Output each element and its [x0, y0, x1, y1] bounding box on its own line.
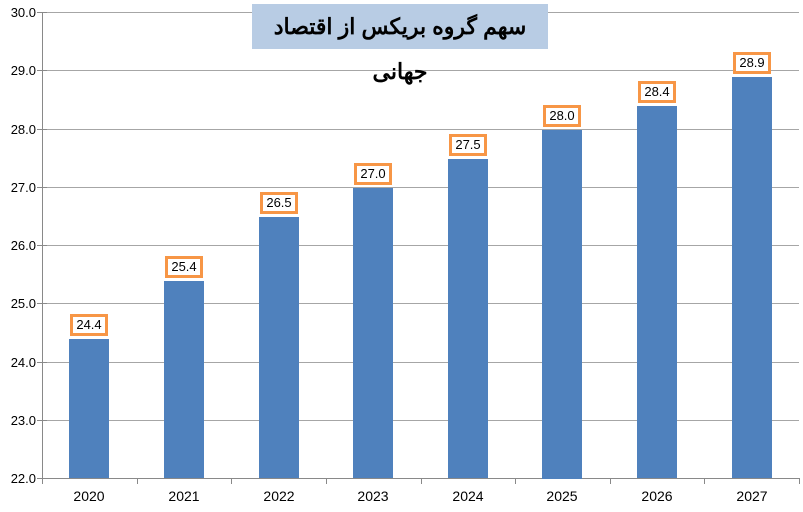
- gridline: [42, 70, 799, 72]
- x-axis-tick-mark: [421, 478, 422, 484]
- x-axis-tick-label: 2020: [73, 488, 105, 504]
- x-axis-tick-mark: [704, 478, 705, 484]
- data-label-2024: 27.5: [449, 134, 487, 156]
- data-label-2022: 26.5: [260, 192, 298, 214]
- x-axis-tick-mark: [231, 478, 232, 484]
- x-axis-tick-mark: [42, 478, 43, 484]
- bar-2020: [69, 339, 109, 478]
- bar-2025: [542, 130, 582, 479]
- gridline: [42, 128, 799, 130]
- x-axis-tick-label: 2026: [641, 488, 673, 504]
- data-label-2023: 27.0: [354, 163, 392, 185]
- x-axis-tick-mark: [799, 478, 800, 484]
- bar-2023: [353, 188, 393, 478]
- gridline: [42, 245, 799, 246]
- gridline: [42, 303, 799, 305]
- bar-2024: [448, 159, 488, 478]
- x-axis-tick-mark: [326, 478, 327, 484]
- bar-2026: [637, 106, 677, 478]
- x-axis-tick-label: 2024: [452, 488, 484, 504]
- bar-2027: [732, 77, 772, 478]
- data-label-2021: 25.4: [165, 256, 203, 278]
- data-label-2025: 28.0: [543, 105, 581, 127]
- data-label-2027: 28.9: [733, 52, 771, 74]
- data-label-2026: 28.4: [638, 81, 676, 103]
- y-axis-tick-label: 30.0: [10, 5, 36, 20]
- x-axis-line: [42, 478, 799, 479]
- y-axis-tick-label: 23.0: [10, 412, 36, 428]
- x-axis-tick-label: 2025: [546, 488, 578, 504]
- x-axis-tick-label: 2021: [168, 488, 200, 504]
- x-axis-tick-label: 2023: [357, 488, 389, 504]
- gridline: [42, 419, 799, 421]
- y-axis-tick-label: 28.0: [10, 121, 36, 137]
- data-label-2020: 24.4: [70, 314, 108, 336]
- gridline: [42, 186, 799, 188]
- y-axis-tick-label: 27.0: [10, 179, 36, 195]
- y-axis-line: [42, 13, 43, 479]
- bar-2021: [164, 281, 204, 478]
- x-axis-tick-mark: [137, 478, 138, 484]
- chart-title: سهم گروه بریکس از اقتصاد جهانی: [252, 4, 548, 84]
- x-axis-tick-label: 2022: [263, 488, 295, 504]
- y-axis-tick-label: 29.0: [10, 63, 36, 79]
- gridline: [42, 361, 799, 363]
- bar-2022: [259, 217, 299, 478]
- x-axis-tick-label: 2027: [736, 488, 768, 504]
- y-axis-tick-label: 22.0: [10, 471, 36, 486]
- x-axis-tick-mark: [515, 478, 516, 484]
- y-axis-tick-label: 26.0: [10, 238, 36, 253]
- y-axis-tick-label: 24.0: [10, 354, 36, 370]
- y-axis-tick-mark: [37, 12, 47, 13]
- x-axis-tick-mark: [610, 478, 611, 484]
- y-axis-tick-label: 25.0: [10, 296, 36, 312]
